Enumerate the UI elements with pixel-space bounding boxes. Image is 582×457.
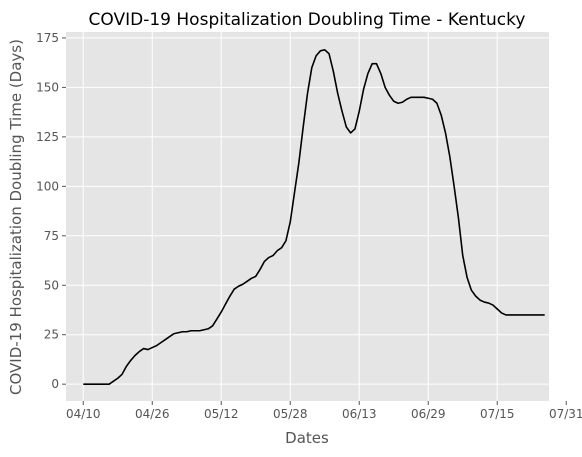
x-tick-label: 05/28 [273, 407, 308, 421]
y-tick-label: 125 [36, 130, 59, 144]
x-axis-label: Dates [285, 429, 329, 447]
y-tick-label: 0 [51, 377, 59, 391]
y-tick-label: 175 [36, 31, 59, 45]
grid-lines [66, 32, 567, 401]
y-tick-label: 50 [44, 278, 59, 292]
y-tick-label: 25 [44, 328, 59, 342]
y-axis-ticks: 0 25 50 75 100 125 150 175 [36, 31, 66, 391]
x-tick-label: 04/26 [135, 407, 170, 421]
x-tick-label: 06/29 [411, 407, 446, 421]
series-line [83, 49, 545, 385]
x-axis-ticks: 04/10 04/26 05/12 05/28 06/13 06/29 07/15 07/31 [66, 401, 582, 421]
x-tick-label: 06/13 [342, 407, 377, 421]
y-tick-label: 75 [44, 229, 59, 243]
x-tick-label: 07/31 [549, 407, 582, 421]
y-axis-label: COVID-19 Hospitalization Doubling Time (… [7, 39, 25, 395]
x-tick-label: 05/12 [204, 407, 239, 421]
chart-title: COVID-19 Hospitalization Doubling Time -… [89, 10, 526, 30]
x-tick-label: 07/15 [480, 407, 515, 421]
y-tick-label: 100 [36, 179, 59, 193]
y-tick-label: 150 [36, 80, 59, 94]
x-tick-label: 04/10 [66, 407, 101, 421]
